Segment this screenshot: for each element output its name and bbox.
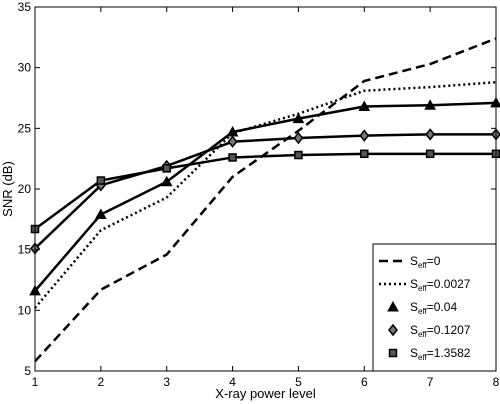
series-5-point — [162, 164, 171, 173]
legend-label-tail: =0 — [427, 254, 441, 268]
legend-label-sub: eff — [418, 307, 428, 316]
x-tick-label: 6 — [361, 375, 368, 389]
series-3-point — [424, 99, 436, 110]
x-tick-label: 5 — [295, 375, 302, 389]
series-line-3 — [34, 101, 497, 292]
series-5-point — [360, 149, 369, 159]
series-markers — [29, 96, 500, 296]
series-5-point — [425, 149, 435, 159]
axis-ticks: 1 2 3 4 5 6 7 8 5 10 15 20 25 30 35 — [18, 0, 500, 389]
series-5-point — [294, 150, 303, 160]
series-3-point — [292, 112, 305, 124]
x-tick-label: 4 — [229, 375, 236, 389]
legend-label-main: S — [410, 277, 418, 291]
legend: Seff=0Seff=0.0027Seff=0.04Seff=0.1207Sef… — [372, 243, 497, 372]
y-tick-label: 30 — [18, 61, 32, 75]
series-line-1 — [34, 37, 497, 363]
series-4-point — [359, 129, 370, 142]
legend-label-5: Seff=1.3582 — [410, 346, 471, 362]
x-axis-label: X-ray power level — [215, 386, 316, 401]
series-3-point — [358, 100, 371, 111]
series-line-5 — [34, 152, 496, 231]
legend-label-sub: eff — [418, 284, 428, 293]
legend-marker-5 — [388, 348, 398, 358]
y-tick-label: 10 — [18, 303, 32, 317]
legend-label-4: Seff=0.1207 — [410, 323, 471, 339]
legend-label-1: Seff=0 — [410, 254, 441, 270]
y-tick-label: 15 — [18, 243, 32, 257]
legend-label-sub: eff — [418, 330, 428, 339]
legend-label-main: S — [410, 300, 418, 314]
series-5-point — [228, 153, 237, 162]
series-line-2 — [34, 80, 497, 309]
y-tick-label: 25 — [18, 121, 32, 135]
legend-marker-4 — [388, 323, 398, 337]
legend-label-main: S — [410, 254, 418, 268]
series-5-point — [96, 176, 106, 185]
y-tick-label: 20 — [18, 182, 32, 196]
legend-marker-3 — [387, 300, 399, 312]
x-tick-label: 3 — [163, 375, 170, 389]
legend-label-tail: =0.1207 — [427, 323, 471, 337]
y-tick-label: 35 — [18, 0, 32, 14]
series-4-point — [293, 131, 304, 145]
y-tick-label: 5 — [24, 364, 31, 378]
legend-label-tail: =0.0027 — [427, 277, 471, 291]
x-tick-label: 1 — [32, 375, 39, 389]
y-axis-label: SNR (dB) — [0, 161, 15, 217]
series-line-4 — [34, 133, 496, 250]
x-tick-label: 2 — [98, 375, 105, 389]
legend-label-3: Seff=0.04 — [410, 300, 457, 316]
series-4-point — [227, 135, 238, 148]
series-3-point — [95, 208, 107, 219]
series-4-point — [425, 128, 436, 141]
legend-label-tail: =1.3582 — [427, 346, 471, 360]
legend-label-sub: eff — [418, 261, 428, 270]
series-3-point — [160, 175, 173, 187]
legend-label-sub: eff — [418, 353, 428, 362]
legend-label-main: S — [410, 346, 418, 360]
legend-label-tail: =0.04 — [427, 300, 458, 314]
legend-label-main: S — [410, 323, 418, 337]
series-lines — [34, 37, 497, 363]
legend-label-2: Seff=0.0027 — [410, 277, 471, 293]
x-tick-label: 8 — [493, 375, 500, 389]
x-tick-label: 7 — [427, 375, 434, 389]
